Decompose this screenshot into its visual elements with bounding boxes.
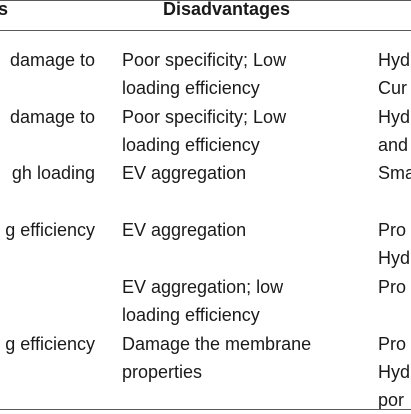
row4-method-line2: Hyd xyxy=(378,248,411,268)
row2-disadvantages-line1: Poor specificity; Low xyxy=(122,107,287,127)
row6-method-line2: Hyd xyxy=(378,362,411,382)
row1-advantages-line1: damage to xyxy=(9,50,95,70)
header-disadvantages: Disadvantages xyxy=(163,0,291,19)
table-top-rule xyxy=(0,0,411,1)
row3-advantages-line1: gh loading xyxy=(11,163,95,183)
row5-method-line1: Pro xyxy=(378,277,407,297)
row2-advantages-line1: damage to xyxy=(9,107,95,127)
row2-disadvantages-line2: loading efficiency xyxy=(122,135,260,155)
row6-advantages-line1: g efficiency xyxy=(5,334,95,354)
row4-disadvantages-line1: EV aggregation xyxy=(122,220,247,240)
row2-method-line2: and xyxy=(378,135,409,155)
row5-disadvantages-line2: loading efficiency xyxy=(122,305,260,325)
row6-method-line3: por xyxy=(378,390,405,410)
row6-disadvantages-line2: properties xyxy=(122,362,203,382)
row3-method-line1: Sma xyxy=(378,163,411,183)
row4-advantages-line1: g efficiency xyxy=(5,220,95,240)
header-rule xyxy=(0,30,411,31)
row4-method-line1: Pro xyxy=(378,220,407,240)
table-bottom-rule xyxy=(0,409,411,410)
row1-method-line1: Hyd xyxy=(378,50,411,70)
row3-disadvantages-line1: EV aggregation xyxy=(122,163,247,183)
row5-disadvantages-line1: EV aggregation; low xyxy=(122,277,284,297)
row1-disadvantages-line1: Poor specificity; Low xyxy=(122,50,287,70)
row6-disadvantages-line1: Damage the membrane xyxy=(122,334,312,354)
row2-method-line1: Hyd xyxy=(378,107,411,127)
row6-method-line1: Pro xyxy=(378,334,407,354)
row1-disadvantages-line2: loading efficiency xyxy=(122,78,260,98)
header-advantages: s xyxy=(0,0,9,19)
row1-method-line2: Cur xyxy=(378,78,408,98)
